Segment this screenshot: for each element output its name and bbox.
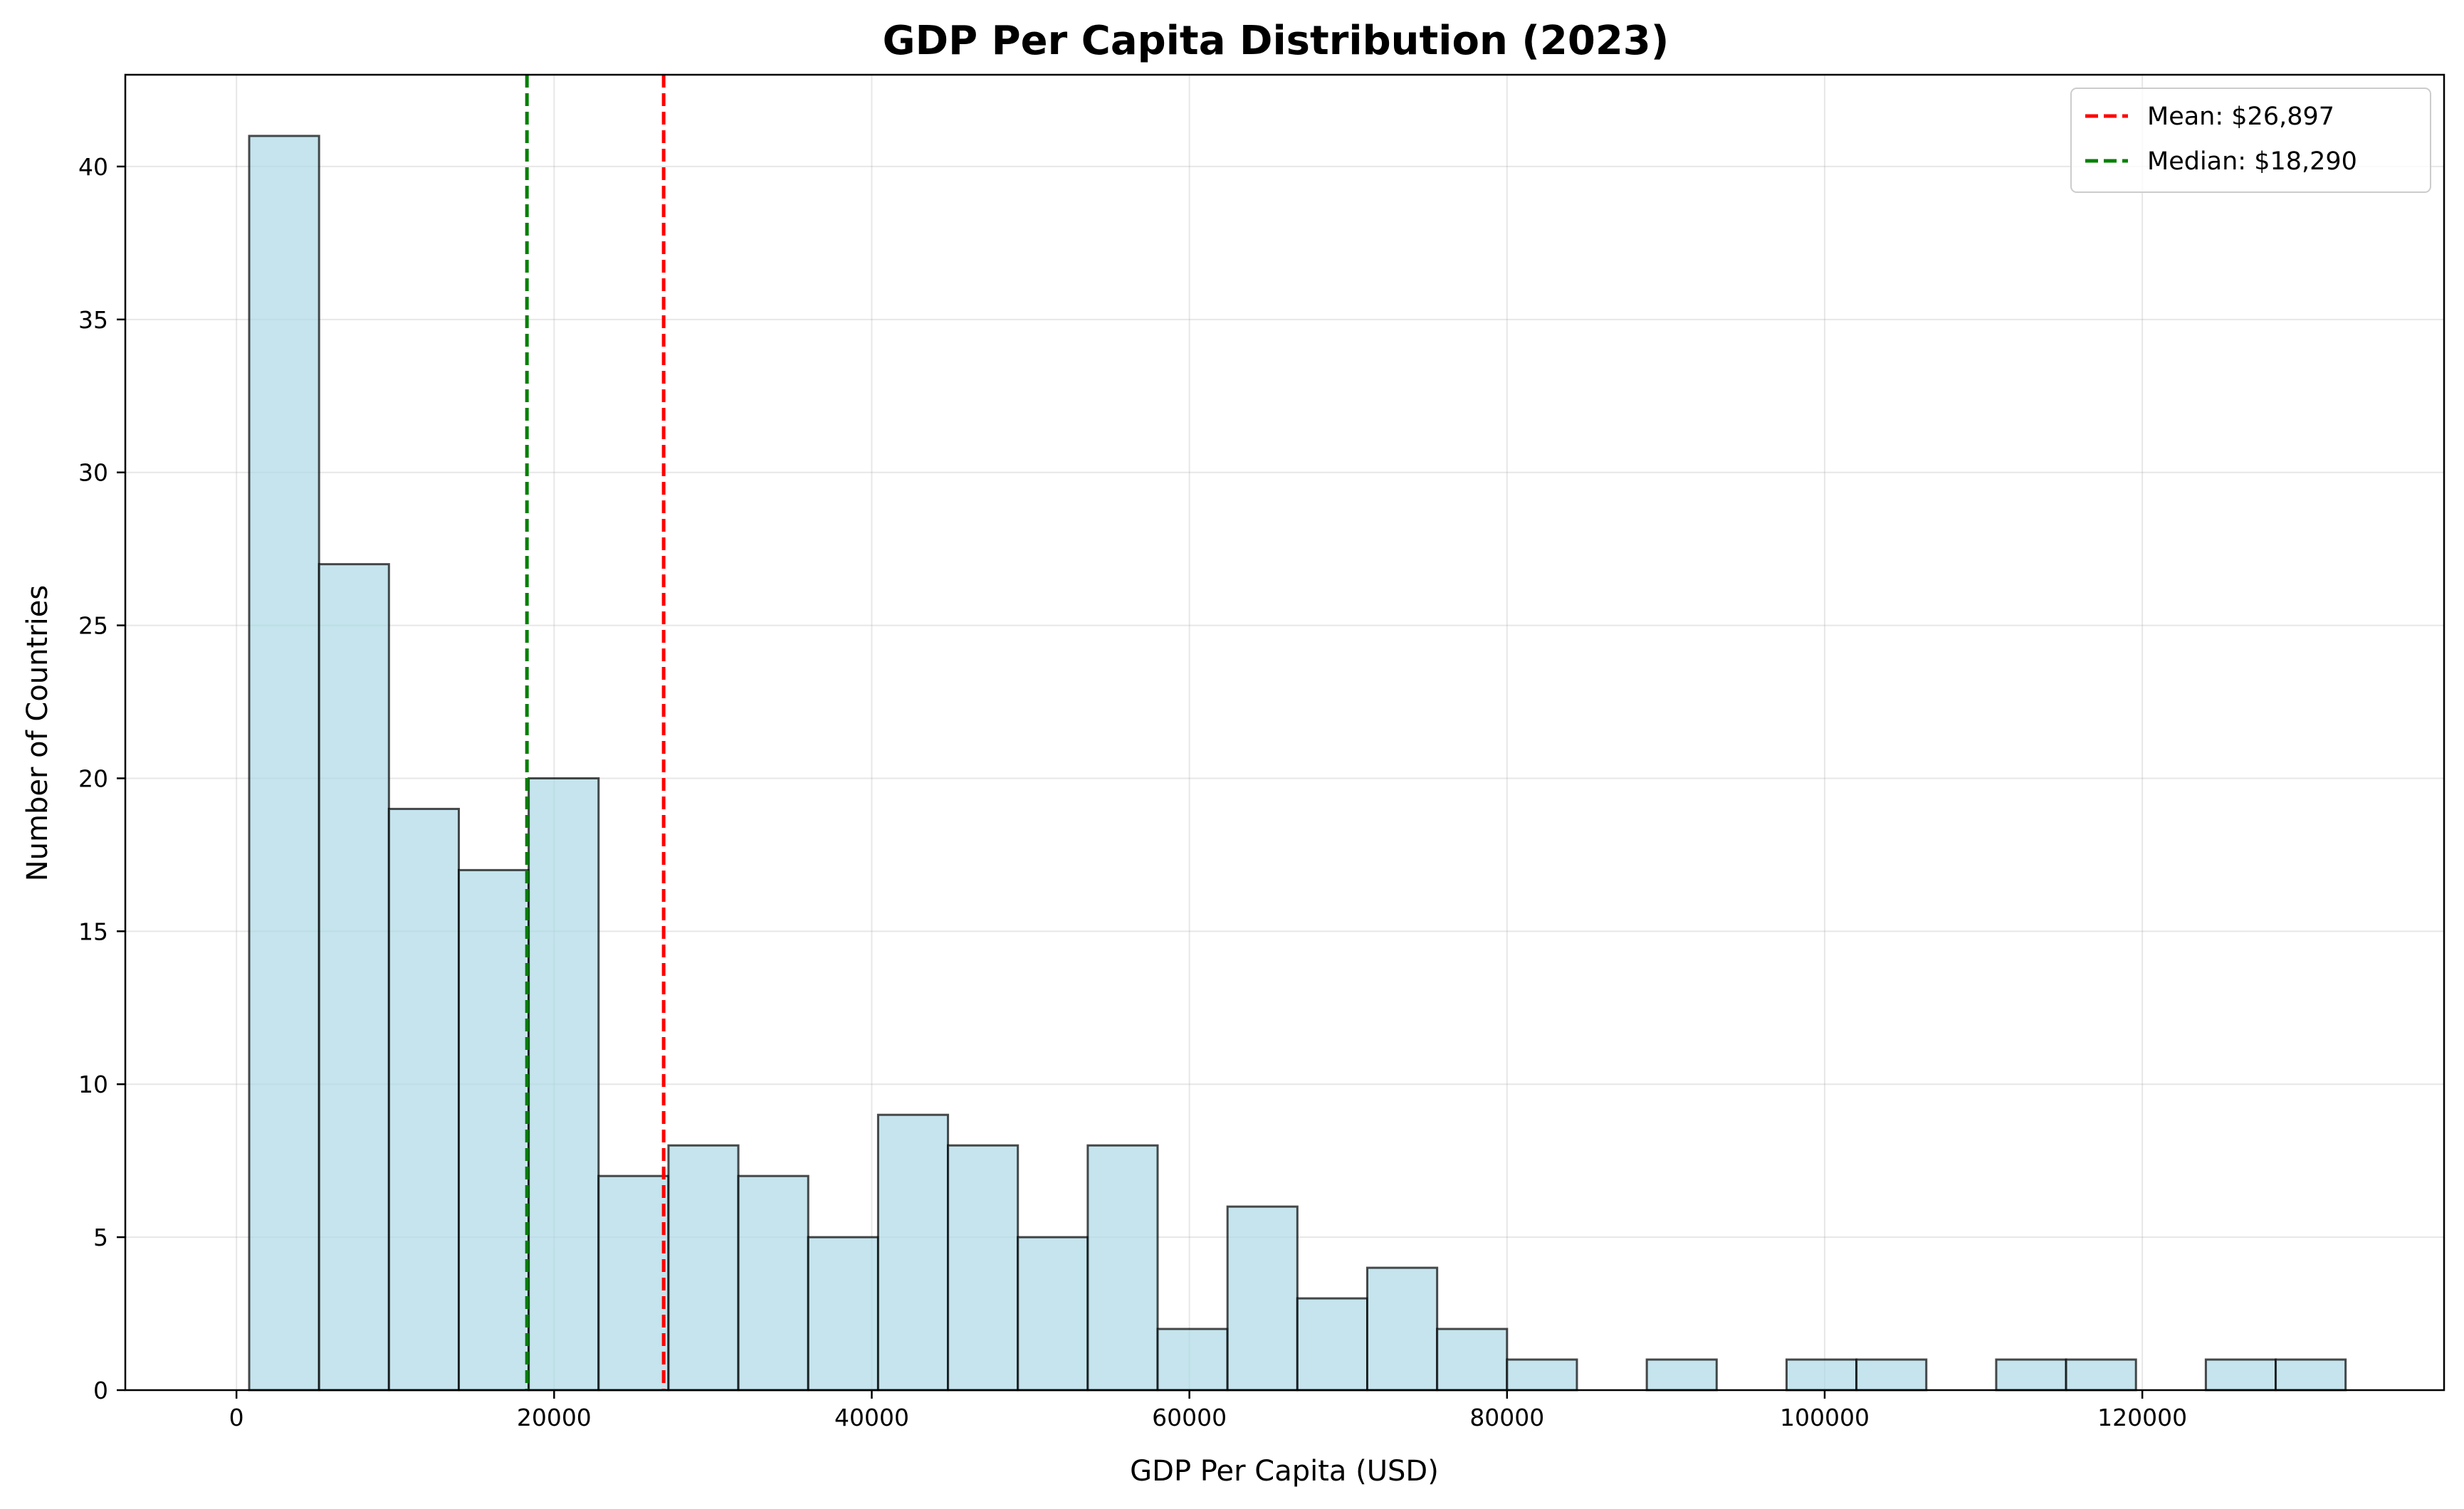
histogram-bars [248,135,2347,1392]
histogram-bar [1995,1358,2067,1392]
x-axis-ticks: 0 20000 40000 60000 80000 100000 120000 [229,1390,2187,1431]
y-tick-label: 35 [78,306,108,334]
chart-title: GDP Per Capita Distribution (2023) [883,18,1669,64]
histogram-bar [1226,1205,1299,1392]
histogram-bar [947,1144,1019,1392]
histogram-bar [528,777,600,1392]
histogram-bar [387,807,460,1392]
reference-lines [525,75,666,1390]
legend-label: Mean: $26,897 [2147,102,2334,131]
x-tick-label: 120000 [2097,1404,2187,1431]
y-tick-label: 5 [93,1224,108,1251]
x-axis-label: GDP Per Capita (USD) [1130,1455,1439,1488]
histogram-bar [1086,1144,1159,1392]
x-tick-label: 40000 [834,1404,909,1431]
histogram-bar [876,1113,950,1392]
y-tick-label: 10 [78,1071,108,1098]
histogram-bar [737,1174,809,1392]
histogram-bar [1296,1297,1369,1392]
histogram-bar [1366,1266,1439,1392]
histogram-bar [2065,1358,2137,1392]
plot-frame [124,73,2445,1392]
histogram-bar [1506,1358,1578,1392]
histogram-bar [1785,1358,1858,1392]
histogram-bar [457,868,530,1392]
histogram-bar [1436,1327,1509,1392]
histogram-bar [2204,1358,2277,1392]
histogram-bar [597,1174,670,1392]
x-tick-label: 0 [229,1404,244,1431]
x-tick-label: 60000 [1152,1404,1227,1431]
x-tick-label: 100000 [1780,1404,1870,1431]
y-tick-label: 30 [78,459,108,487]
y-tick-label: 40 [78,153,108,181]
histogram-bar [667,1144,740,1392]
legend-box [2070,88,2431,193]
histogram-bar [1017,1236,1089,1392]
y-tick-label: 20 [78,764,108,792]
y-tick-label: 25 [78,612,108,640]
histogram-bar [248,135,320,1392]
y-axis-label: Number of Countries [21,585,54,881]
y-tick-label: 15 [78,918,108,945]
histogram-bar [1156,1327,1229,1392]
histogram-bar [807,1236,879,1392]
histogram-bar [1645,1358,1718,1392]
histogram-bar [2275,1358,2347,1392]
y-axis-ticks: 0 5 10 15 20 25 30 35 40 [78,153,125,1404]
histogram-bar [1855,1358,1928,1392]
y-tick-label: 0 [93,1377,108,1404]
histogram-bar [318,563,390,1392]
legend: Mean: $26,897 Median: $18,290 [2070,88,2431,193]
x-tick-label: 20000 [517,1404,592,1431]
legend-label: Median: $18,290 [2147,147,2357,176]
x-tick-label: 80000 [1469,1404,1544,1431]
